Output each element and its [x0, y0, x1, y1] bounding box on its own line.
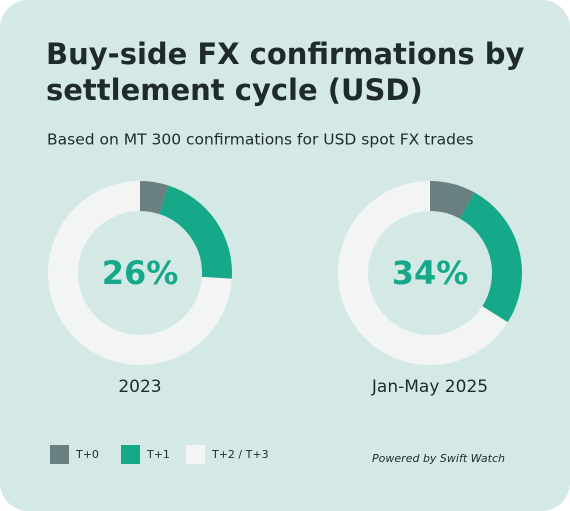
subtitle: Based on MT 300 confirmations for USD sp…	[47, 131, 474, 149]
chart-label: 2023	[118, 377, 161, 397]
legend-swatch	[186, 445, 205, 464]
legend-swatch	[50, 445, 69, 464]
center-label: 26%	[102, 254, 179, 292]
footer: Powered by Swift Watch	[372, 452, 505, 465]
donut-segment	[459, 192, 522, 323]
legend-label: T+1	[146, 448, 170, 461]
donut-segment	[429, 181, 475, 219]
legend-label: T+2 / T+3	[211, 448, 269, 461]
title-line: settlement cycle (USD)	[46, 73, 423, 107]
donut-segment	[338, 181, 508, 365]
donut-segment	[158, 185, 232, 279]
title-line: Buy-side FX confirmations by	[46, 37, 525, 71]
legend-swatch	[121, 445, 140, 464]
donut-segment	[139, 181, 169, 215]
legend-label: T+0	[75, 448, 99, 461]
chart-label: Jan-May 2025	[371, 377, 488, 397]
center-label: 34%	[392, 254, 469, 292]
donut-segment	[48, 181, 232, 365]
